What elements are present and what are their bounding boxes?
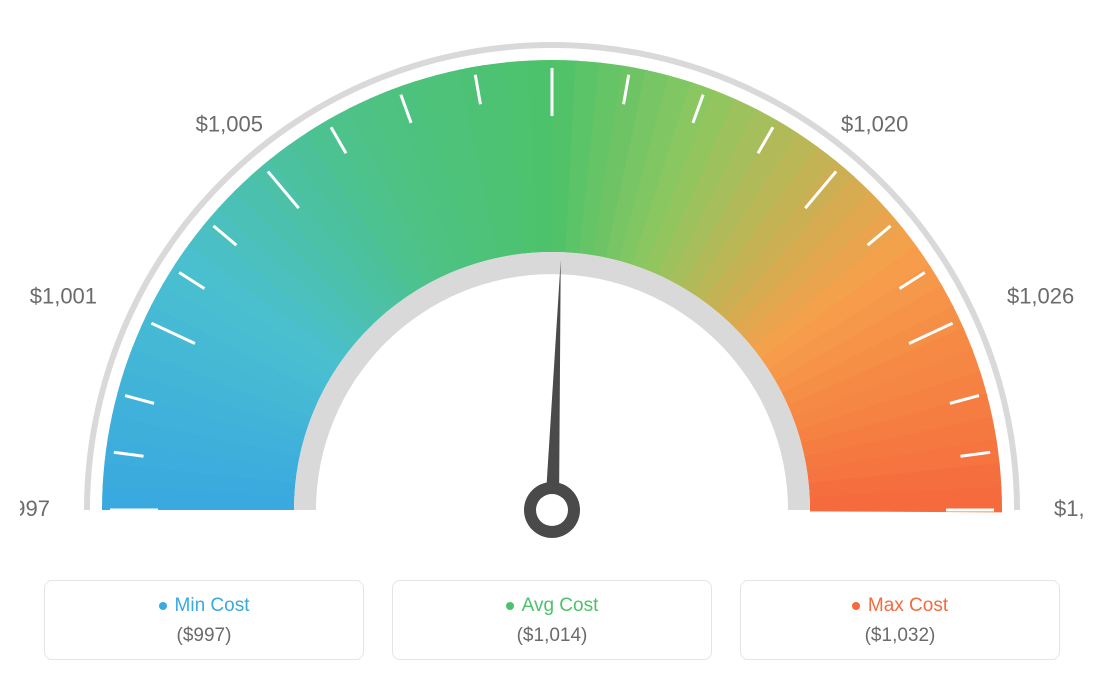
dot-icon bbox=[852, 602, 860, 610]
legend-label-min: Min Cost bbox=[159, 595, 250, 617]
legend: Min Cost ($997) Avg Cost ($1,014) Max Co… bbox=[20, 580, 1084, 660]
legend-label-text: Avg Cost bbox=[522, 595, 599, 617]
scale-label: $1,026 bbox=[1007, 284, 1074, 309]
legend-value-avg: ($1,014) bbox=[403, 625, 701, 647]
legend-item-avg: Avg Cost ($1,014) bbox=[392, 580, 712, 660]
legend-label-avg: Avg Cost bbox=[506, 595, 599, 617]
legend-label-text: Max Cost bbox=[868, 595, 948, 617]
legend-label-text: Min Cost bbox=[175, 595, 250, 617]
dot-icon bbox=[159, 602, 167, 610]
legend-item-max: Max Cost ($1,032) bbox=[740, 580, 1060, 660]
cost-gauge-chart: $997$1,001$1,005$1,014$1,020$1,026$1,032 bbox=[20, 20, 1084, 560]
scale-label: $1,001 bbox=[30, 284, 97, 309]
legend-label-max: Max Cost bbox=[852, 595, 948, 617]
gauge-svg: $997$1,001$1,005$1,014$1,020$1,026$1,032 bbox=[20, 20, 1084, 560]
dot-icon bbox=[506, 602, 514, 610]
scale-label: $997 bbox=[20, 496, 50, 521]
scale-label: $1,005 bbox=[196, 111, 263, 136]
legend-value-max: ($1,032) bbox=[751, 625, 1049, 647]
legend-item-min: Min Cost ($997) bbox=[44, 580, 364, 660]
legend-value-min: ($997) bbox=[55, 625, 353, 647]
gauge-needle bbox=[545, 260, 561, 510]
scale-label: $1,020 bbox=[841, 111, 908, 136]
scale-label: $1,032 bbox=[1054, 496, 1084, 521]
